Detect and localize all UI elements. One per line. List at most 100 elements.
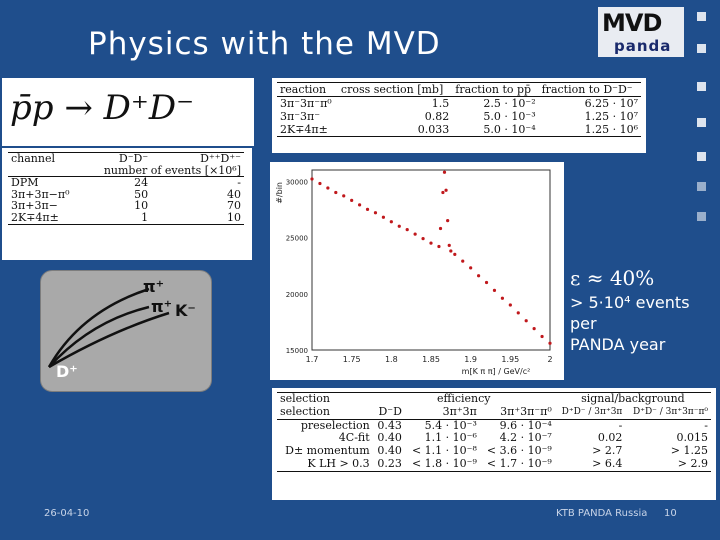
plot-frame [311, 169, 551, 351]
bullet-square-4 [697, 118, 706, 127]
data-point [461, 259, 465, 263]
data-point [453, 252, 457, 256]
table-row: 3π+3π−π⁰ 50 40 [8, 189, 244, 201]
value-cell: 1.25 · 10⁶ [584, 123, 638, 136]
k-minus-label: K⁻ [175, 301, 196, 320]
reaction-formula-box: p̄p → D⁺D⁻ [2, 78, 254, 146]
channel-cell: 2K∓4π± [11, 210, 59, 224]
sb-3pi-pi0-header: D⁺D⁻ / 3π⁺3π⁻π⁰ [633, 406, 708, 417]
events-subheader: number of events [×10⁶] [103, 163, 241, 177]
table-row: D± momentum 0.40 < 1.1 · 10⁻⁸ < 3.6 · 10… [277, 444, 711, 458]
3pi-pi0-eff-header: 3π⁺3π⁻π⁰ [500, 404, 552, 418]
cross-section-header: cross section [mb] [340, 83, 444, 96]
value-cell: 1.5 [431, 97, 450, 110]
data-point [381, 215, 385, 219]
x-axis-label: m[K π π] / GeV/c² [462, 367, 531, 376]
data-point [358, 203, 362, 207]
reaction-table: reaction cross section [mb] fraction to … [272, 78, 646, 153]
data-point [350, 198, 354, 202]
value-cell: > 1.25 [670, 444, 708, 458]
dd-header: D⁻D⁻ [118, 152, 149, 165]
value-cell: 0.02 [597, 431, 623, 445]
x-tick-label: 1.75 [343, 355, 361, 364]
selection-cell: D± momentum [285, 444, 370, 458]
data-point [334, 190, 338, 195]
logo-panda-text: panda [614, 37, 672, 55]
reaction-cell: 3π⁻3π⁻ [280, 110, 321, 123]
fraction-dd-header: fraction to D⁻D⁻ [541, 83, 633, 96]
data-point [405, 228, 409, 232]
data-point [447, 243, 451, 247]
value-cell: - [704, 418, 708, 432]
decay-lines-svg [47, 287, 170, 369]
value-cell: 10 [227, 210, 241, 224]
table-row: 3π+3π− 10 70 [8, 200, 244, 212]
value-cell: 0.23 [377, 456, 402, 470]
mass-spectrum-plot: #/bin m[K π π] / GeV/c² 1.7 1.75 1.8 1.85 1.… [270, 162, 564, 380]
x-tick-label: 1.95 [501, 355, 519, 364]
bullet-square-7 [697, 212, 706, 221]
mvd-panda-logo: MVD panda [598, 7, 684, 57]
data-point [500, 296, 504, 300]
selection-header: selection [280, 404, 330, 418]
data-point [318, 181, 322, 186]
value-cell: < 1.1 · 10⁻⁸ [411, 444, 477, 458]
decay-track-3 [48, 311, 170, 369]
bullet-square-3 [697, 82, 706, 91]
data-point [310, 177, 314, 181]
events-result: > 5·10⁴ events per PANDA year [570, 292, 690, 355]
sb-3pi-header: D⁺D⁻ / 3π⁺3π [561, 406, 623, 417]
data-point [373, 211, 378, 215]
value-cell: 10 [134, 199, 149, 213]
value-cell: 0.015 [676, 431, 709, 445]
table-row: 3π⁻3π⁻ 0.82 5.0 · 10⁻³ 1.25 · 10⁷ [277, 110, 641, 123]
data-point [389, 220, 393, 224]
x-tick-label: 1.8 [385, 355, 398, 364]
data-point [516, 311, 520, 315]
decay-track-1 [47, 287, 150, 368]
value-cell: 0.82 [424, 110, 450, 123]
data-point [508, 303, 512, 307]
value-cell: 1 [141, 210, 149, 224]
value-cell: 5.0 · 10⁻³ [483, 110, 536, 123]
data-point [326, 186, 330, 190]
fraction-pp-header: fraction to pp̄ [455, 83, 532, 96]
data-point [492, 288, 497, 292]
selection-cell: preselection [300, 418, 370, 432]
value-cell: > 6.4 [592, 456, 623, 470]
data-point [449, 249, 453, 253]
events-line-3: PANDA year [570, 335, 666, 354]
bullet-square-5 [697, 152, 706, 161]
page-number: 10 [664, 508, 677, 519]
y-tick-label: 15000 [286, 347, 308, 355]
value-cell: 24 [134, 176, 149, 190]
reaction-formula: p̄p → D⁺D⁻ [10, 88, 195, 128]
value-cell: 0.033 [417, 123, 450, 136]
efficiency-result: ε ≈ 40% [570, 266, 655, 290]
table-row: K LH > 0.3 0.23 < 1.8 · 10⁻⁹ < 1.7 · 10⁻… [277, 456, 711, 472]
data-point [429, 241, 433, 245]
value-cell: 4.2 · 10⁻⁷ [499, 431, 552, 445]
data-point [437, 244, 441, 249]
slide-title: Physics with the MVD [88, 26, 441, 62]
data-point [444, 188, 448, 192]
3pi-eff-header: 3π⁺3π [442, 404, 477, 418]
table-row: DPM 24 - [8, 177, 244, 189]
table-row: 2K∓4π± 1 10 [8, 210, 244, 225]
events-line-1: > 5·10⁴ events [570, 293, 690, 312]
value-cell: 5.4 · 10⁻³ [424, 418, 477, 432]
bullet-square-2 [697, 44, 706, 53]
bullet-square-1 [697, 12, 706, 21]
dd-eff-header: D⁻D [378, 404, 402, 418]
data-point [421, 237, 425, 241]
table-row: 2K∓4π± 0.033 5.0 · 10⁻⁴ 1.25 · 10⁶ [277, 123, 641, 137]
value-cell: 50 [134, 187, 149, 201]
y-tick-label: 20000 [286, 291, 308, 299]
data-point [524, 319, 528, 323]
x-tick-label: 1.7 [306, 355, 319, 364]
x-tick-label: 2 [547, 355, 552, 364]
value-cell: 1.25 · 10⁷ [584, 110, 638, 123]
value-cell: 0.40 [377, 431, 402, 445]
data-point [540, 334, 544, 339]
value-cell: < 1.8 · 10⁻⁹ [411, 456, 477, 470]
